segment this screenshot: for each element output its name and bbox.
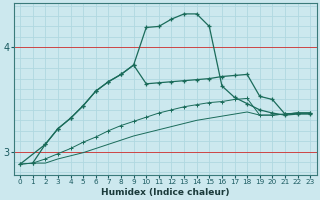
X-axis label: Humidex (Indice chaleur): Humidex (Indice chaleur): [101, 188, 229, 197]
